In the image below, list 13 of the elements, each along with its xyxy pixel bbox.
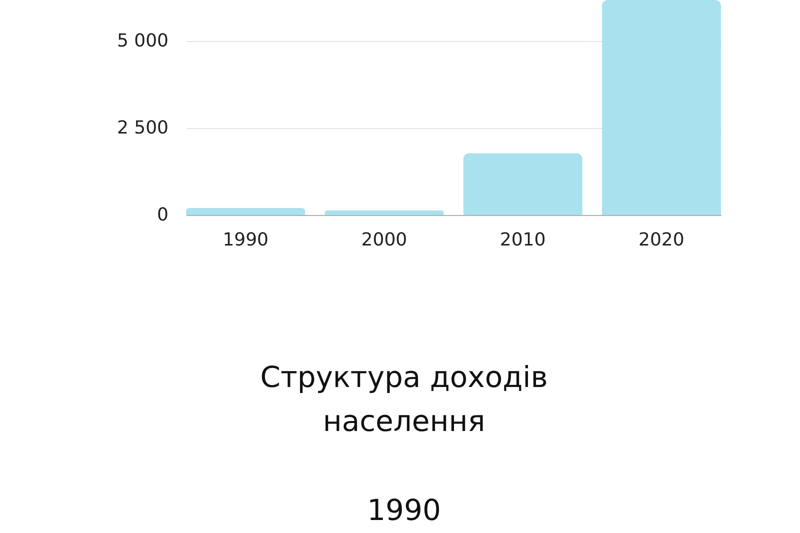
y-tick-label: 5 000 <box>116 30 168 52</box>
x-tick-label: 2020 <box>638 230 684 250</box>
text: Структура доходів населення <box>260 360 548 438</box>
y-tick-label: 0 <box>157 204 168 226</box>
text: 1990 <box>367 493 441 527</box>
bar <box>602 0 721 215</box>
bar <box>463 153 582 215</box>
bar <box>186 208 306 215</box>
x-tick-label: 2010 <box>500 230 546 250</box>
y-tick-label: 2 500 <box>116 118 168 139</box>
bar <box>324 210 444 215</box>
x-tick-label: 2000 <box>361 230 408 250</box>
x-tick-label: 1990 <box>222 230 269 250</box>
